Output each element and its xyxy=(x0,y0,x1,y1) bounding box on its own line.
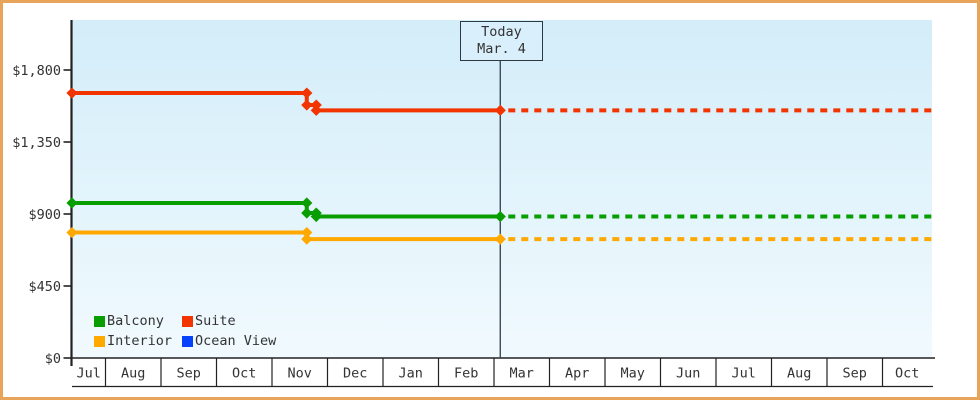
x-axis-month-label: Aug xyxy=(121,366,145,382)
data-point-marker-suite xyxy=(66,87,78,99)
data-point-marker-interior xyxy=(301,226,313,239)
data-point-marker-balcony xyxy=(494,210,506,223)
ocean-view-color-swatch xyxy=(182,335,193,347)
today-date-label: Mar. 4 xyxy=(477,41,526,57)
x-axis-month-label: Sep xyxy=(843,366,867,382)
x-axis-month-label: Jan xyxy=(399,366,423,382)
legend-label-suite: Suite xyxy=(195,313,236,329)
x-axis-month-label: Sep xyxy=(177,366,201,382)
chart-legend: Balcony Suite Interior Ocean View xyxy=(94,311,276,351)
data-point-marker-suite xyxy=(494,104,506,116)
x-axis-month-label: Jun xyxy=(676,366,700,382)
legend-label-interior: Interior xyxy=(107,333,173,349)
data-point-marker-balcony xyxy=(310,210,322,223)
x-axis-month-label: Oct xyxy=(895,366,919,382)
legend-label-balcony: Balcony xyxy=(107,313,164,329)
data-point-marker-suite xyxy=(301,87,313,99)
x-axis-month-label: Mar xyxy=(510,366,534,382)
x-axis-month-label: Feb xyxy=(454,366,478,382)
legend-item-ocean-view: Ocean View xyxy=(182,331,276,351)
data-point-marker-balcony xyxy=(66,197,78,209)
data-point-marker-interior xyxy=(494,233,506,245)
balcony-color-swatch xyxy=(94,315,105,327)
data-point-marker-balcony xyxy=(301,207,313,219)
legend-item-balcony: Balcony xyxy=(94,311,182,331)
x-axis-month-label: Jul xyxy=(732,366,756,382)
data-point-marker-interior xyxy=(66,226,78,239)
data-point-marker-suite xyxy=(301,99,313,111)
x-axis-month-label: Jul xyxy=(77,366,101,382)
plot-background xyxy=(72,20,932,358)
y-axis-tick-label: $900 xyxy=(28,207,61,223)
x-axis-month-label: Oct xyxy=(232,366,256,382)
x-axis-month-label: Aug xyxy=(787,366,811,382)
y-axis-tick-label: $450 xyxy=(28,279,61,295)
x-axis-month-label: Apr xyxy=(565,366,589,382)
data-point-marker-balcony xyxy=(301,197,313,209)
x-axis-month-label: Dec xyxy=(343,366,367,382)
data-point-marker-suite xyxy=(310,104,322,116)
y-axis-tick-label: $1,350 xyxy=(12,135,61,151)
data-point-marker-interior xyxy=(301,233,313,245)
interior-color-swatch xyxy=(94,335,105,347)
x-axis-month-label: Nov xyxy=(288,366,312,382)
y-axis-tick-label: $1,800 xyxy=(12,63,61,79)
today-marker-box: Today Mar. 4 xyxy=(460,21,543,61)
legend-label-ocean-view: Ocean View xyxy=(195,333,277,349)
today-label: Today xyxy=(481,24,522,40)
x-axis-month-label: May xyxy=(621,366,645,382)
y-axis-tick-label: $0 xyxy=(45,351,61,367)
legend-item-interior: Interior xyxy=(94,331,182,351)
legend-item-suite: Suite xyxy=(182,311,276,331)
suite-color-swatch xyxy=(182,315,193,327)
